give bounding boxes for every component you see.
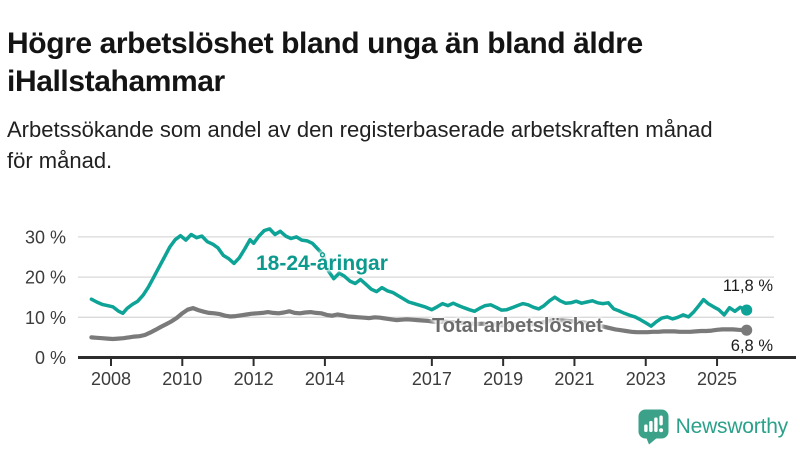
y-tick-label: 30 % <box>25 227 66 247</box>
x-tick-label: 2025 <box>697 369 737 389</box>
x-tick-label: 2012 <box>234 369 274 389</box>
series-label-total: Total arbetslöshet <box>432 315 603 337</box>
series-end-dot-total <box>741 324 753 336</box>
newsworthy-logo: Newsworthy <box>638 409 788 445</box>
series-line-youth <box>89 227 749 328</box>
x-tick-label: 2023 <box>626 369 666 389</box>
end-value-label-total: 6,8 % <box>730 337 773 355</box>
x-tick-label: 2019 <box>483 369 523 389</box>
x-tick-label: 2021 <box>554 369 594 389</box>
newsworthy-bar-chart-pin-icon <box>638 409 669 445</box>
x-tick-label: 2017 <box>412 369 452 389</box>
page-title-line-1: Högre arbetslöshet bland unga än bland ä… <box>7 27 643 99</box>
y-tick-label: 0 % <box>35 348 66 368</box>
page-subtitle-line-2: för månad. <box>7 148 113 173</box>
series-label-youth: 18-24-åringar <box>256 252 388 275</box>
x-tick-label: 2010 <box>162 369 202 389</box>
page-subtitle: Arbetssökande som andel av den registerb… <box>7 114 793 176</box>
page-title-line-2: Hallstahammar <box>14 65 225 99</box>
x-tick-label: 2008 <box>91 369 131 389</box>
x-tick-label: 2014 <box>305 369 345 389</box>
end-value-label-youth: 11,8 % <box>722 277 773 295</box>
series-end-dot-youth <box>741 304 753 316</box>
series-line-total <box>89 306 749 342</box>
page-title: Högre arbetslöshet bland unga än bland ä… <box>7 25 793 101</box>
page-subtitle-line-1: Arbetssökande som andel av den registerb… <box>7 117 713 142</box>
y-tick-label: 10 % <box>25 308 66 328</box>
y-tick-label: 20 % <box>25 268 66 288</box>
newsworthy-wordmark: Newsworthy <box>675 415 789 438</box>
